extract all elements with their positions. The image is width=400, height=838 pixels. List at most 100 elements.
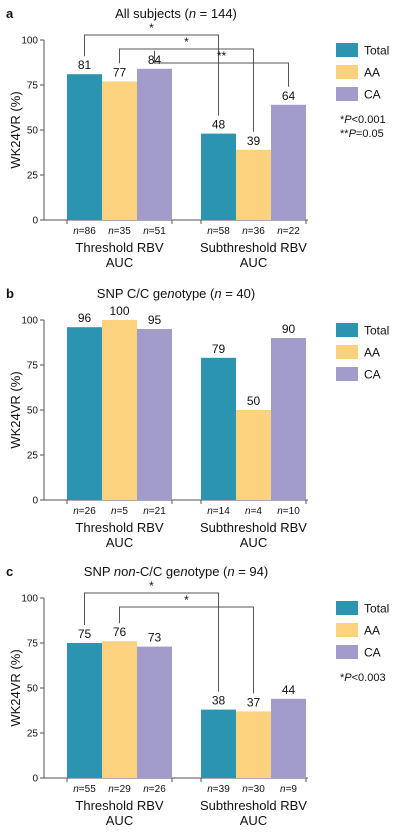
legend-swatch bbox=[336, 601, 358, 615]
n-label: n=36 bbox=[242, 226, 265, 237]
n-label: n=10 bbox=[277, 506, 300, 517]
bar bbox=[236, 149, 271, 220]
bar-value-label: 81 bbox=[78, 58, 92, 72]
n-label: n=58 bbox=[207, 226, 230, 237]
y-tick-label: 75 bbox=[27, 361, 39, 372]
bar-value-label: 39 bbox=[247, 134, 261, 148]
legend-swatch bbox=[336, 345, 358, 359]
legend-swatch bbox=[336, 65, 358, 79]
bar bbox=[137, 329, 172, 500]
bar bbox=[137, 646, 172, 778]
chart-title: All subjects (n = 144) bbox=[115, 6, 237, 21]
bar-value-label: 76 bbox=[113, 625, 127, 639]
category-label: Subthreshold RBV AUC bbox=[200, 798, 307, 828]
category-label: Threshold RBV AUC bbox=[75, 240, 163, 270]
y-tick-label: 100 bbox=[21, 36, 38, 47]
category-label: Threshold RBV AUC bbox=[75, 520, 163, 550]
y-tick-label: 100 bbox=[21, 316, 38, 327]
panel-b: b SNP C/C genotype (n = 40) WK24VR (%) 0 25 5… bbox=[6, 286, 389, 550]
category-label: Subthreshold RBV AUC bbox=[200, 240, 307, 270]
significance-bracket bbox=[84, 34, 219, 116]
n-label: n=26 bbox=[143, 784, 166, 795]
bar bbox=[67, 327, 102, 500]
n-label: n=39 bbox=[207, 784, 230, 795]
bar bbox=[236, 410, 271, 500]
chart-title: SNP non-C/C genotype (n = 94) bbox=[84, 564, 268, 579]
n-label: n=55 bbox=[73, 784, 96, 795]
bar-value-label: 79 bbox=[212, 342, 226, 356]
panel-c: c SNP non-C/C genotype (n = 94) WK24VR (%)… bbox=[6, 564, 389, 828]
significance-star: ** bbox=[217, 49, 227, 63]
y-tick-label: 100 bbox=[21, 594, 38, 605]
y-tick-label: 0 bbox=[32, 216, 38, 227]
bar-value-label: 38 bbox=[212, 694, 226, 708]
legend-label: CA bbox=[364, 646, 381, 660]
bar bbox=[236, 711, 271, 778]
bar-value-label: 90 bbox=[282, 322, 296, 336]
significance-bracket bbox=[119, 606, 254, 694]
y-axis-label: WK24VR (%) bbox=[8, 91, 23, 168]
legend-swatch bbox=[336, 323, 358, 337]
significance-star: * bbox=[149, 579, 154, 593]
legend-swatch bbox=[336, 623, 358, 637]
bar-value-label: 37 bbox=[247, 695, 261, 709]
legend-label: Total bbox=[364, 602, 389, 616]
y-tick-label: 50 bbox=[27, 684, 39, 695]
legend-label: Total bbox=[364, 324, 389, 338]
significance-bracket bbox=[84, 592, 219, 692]
bar bbox=[271, 698, 306, 778]
bar-value-label: 64 bbox=[282, 89, 296, 103]
bar bbox=[271, 104, 306, 220]
n-label: n=4 bbox=[245, 506, 262, 517]
y-tick-label: 75 bbox=[27, 639, 39, 650]
y-tick-label: 25 bbox=[27, 451, 39, 462]
bar bbox=[67, 74, 102, 220]
category-label: Subthreshold RBV AUC bbox=[200, 520, 307, 550]
y-tick-label: 0 bbox=[32, 774, 38, 785]
n-label: n=22 bbox=[277, 226, 300, 237]
bar bbox=[201, 357, 236, 500]
legend-label: Total bbox=[364, 44, 389, 58]
bar-value-label: 50 bbox=[247, 394, 261, 408]
y-axis-label: WK24VR (%) bbox=[8, 649, 23, 726]
n-label: n=29 bbox=[108, 784, 131, 795]
legend-swatch bbox=[336, 87, 358, 101]
n-label: n=26 bbox=[73, 506, 96, 517]
legend-label: AA bbox=[364, 624, 380, 638]
bar-value-label: 75 bbox=[78, 627, 92, 641]
legend-label: CA bbox=[364, 368, 381, 382]
significance-bracket bbox=[154, 50, 289, 87]
n-label: n=30 bbox=[242, 784, 265, 795]
bar bbox=[201, 133, 236, 220]
significance-note: *P<0.001 bbox=[340, 114, 386, 126]
n-label: n=5 bbox=[111, 506, 128, 517]
significance-note: **P=0.05 bbox=[340, 128, 384, 140]
n-label: n=14 bbox=[207, 506, 230, 517]
panel-a: a All subjects (n = 144) WK24VR (%) 0 25 50 75… bbox=[6, 6, 389, 270]
bar bbox=[102, 641, 137, 778]
chart-title: SNP C/C genotype (n = 40) bbox=[97, 286, 255, 301]
bar-value-label: 100 bbox=[109, 304, 129, 318]
n-label: n=86 bbox=[73, 226, 96, 237]
panel-letter: c bbox=[6, 564, 13, 579]
bar-value-label: 73 bbox=[148, 631, 162, 645]
bar-value-label: 44 bbox=[282, 683, 296, 697]
bar-value-label: 77 bbox=[113, 65, 127, 79]
significance-star: * bbox=[184, 593, 189, 607]
n-label: n=51 bbox=[143, 226, 166, 237]
bar-value-label: 96 bbox=[78, 311, 92, 325]
n-label: n=35 bbox=[108, 226, 131, 237]
category-label: Threshold RBV AUC bbox=[75, 798, 163, 828]
y-tick-label: 50 bbox=[27, 406, 39, 417]
panel-letter: a bbox=[6, 6, 14, 21]
panel-letter: b bbox=[6, 286, 14, 301]
bar bbox=[201, 709, 236, 778]
legend-label: CA bbox=[364, 88, 381, 102]
legend-label: AA bbox=[364, 66, 380, 80]
y-tick-label: 25 bbox=[27, 171, 39, 182]
legend-label: AA bbox=[364, 346, 380, 360]
y-tick-label: 75 bbox=[27, 81, 39, 92]
y-tick-label: 25 bbox=[27, 729, 39, 740]
y-tick-label: 50 bbox=[27, 126, 39, 137]
